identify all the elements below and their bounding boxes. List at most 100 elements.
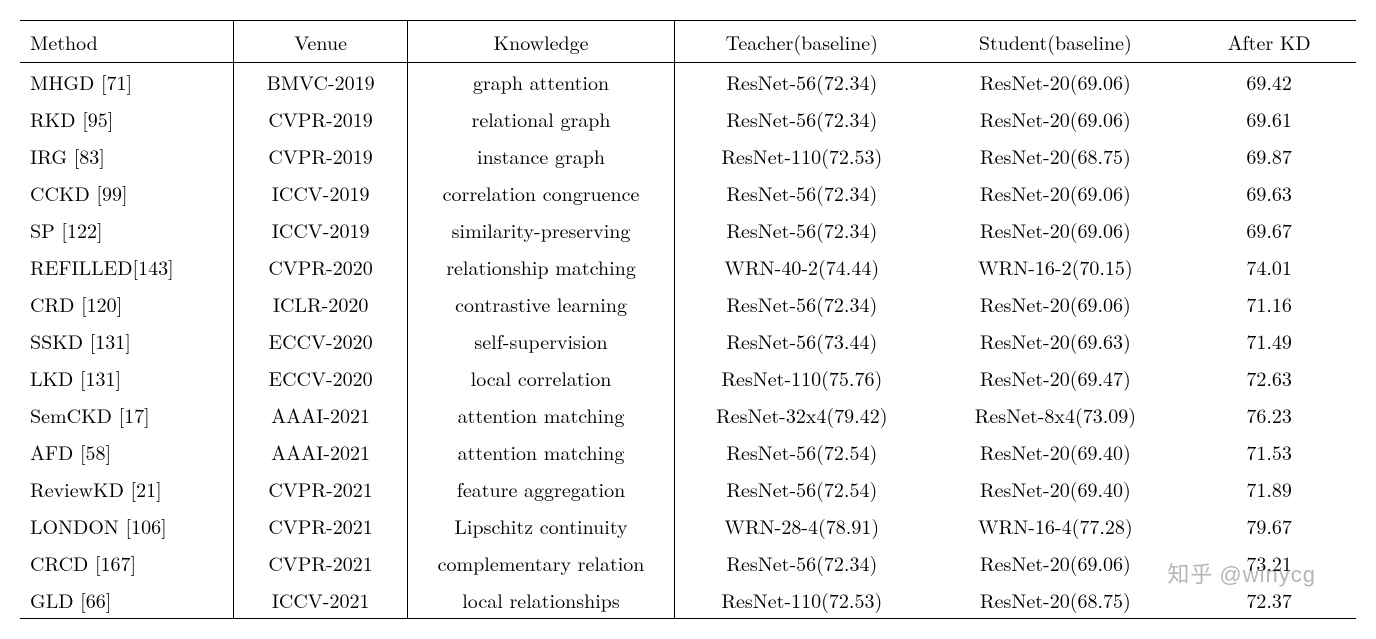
cell-method: MHGD [71] (20, 63, 234, 101)
table-header: Method Venue Knowledge Teacher(baseline)… (20, 21, 1356, 63)
table-row: AFD [58]AAAI-2021attention matchingResNe… (20, 433, 1356, 470)
cell-venue: ICCV-2019 (234, 211, 408, 248)
cell-knowledge: local correlation (407, 359, 674, 396)
cell-knowledge: complementary relation (407, 544, 674, 581)
cell-afterkd: 71.16 (1182, 285, 1356, 322)
cell-student: WRN-16-4(77.28) (928, 507, 1182, 544)
cell-teacher: ResNet-56(72.34) (675, 285, 929, 322)
table-row: LKD [131]ECCV-2020local correlationResNe… (20, 359, 1356, 396)
cell-afterkd: 69.87 (1182, 137, 1356, 174)
cell-method: IRG [83] (20, 137, 234, 174)
cell-student: ResNet-20(69.06) (928, 544, 1182, 581)
cell-venue: CVPR-2019 (234, 137, 408, 174)
cell-teacher: ResNet-110(75.76) (675, 359, 929, 396)
cell-teacher: ResNet-110(72.53) (675, 581, 929, 619)
cell-teacher: ResNet-56(73.44) (675, 322, 929, 359)
cell-student: ResNet-20(69.06) (928, 63, 1182, 101)
cell-venue: ICLR-2020 (234, 285, 408, 322)
cell-knowledge: Lipschitz continuity (407, 507, 674, 544)
cell-teacher: ResNet-110(72.53) (675, 137, 929, 174)
cell-venue: AAAI-2021 (234, 433, 408, 470)
col-header-student: Student(baseline) (928, 21, 1182, 63)
cell-method: CRCD [167] (20, 544, 234, 581)
table-body: MHGD [71]BMVC-2019graph attentionResNet-… (20, 63, 1356, 619)
cell-venue: CVPR-2021 (234, 544, 408, 581)
cell-venue: AAAI-2021 (234, 396, 408, 433)
col-header-knowledge: Knowledge (407, 21, 674, 63)
cell-student: ResNet-20(68.75) (928, 581, 1182, 619)
cell-student: ResNet-20(69.06) (928, 285, 1182, 322)
cell-afterkd: 71.49 (1182, 322, 1356, 359)
table-row: SSKD [131]ECCV-2020self-supervisionResNe… (20, 322, 1356, 359)
col-header-venue: Venue (234, 21, 408, 63)
table-row: GLD [66]ICCV-2021local relationshipsResN… (20, 581, 1356, 619)
cell-venue: CVPR-2019 (234, 100, 408, 137)
cell-knowledge: contrastive learning (407, 285, 674, 322)
table-row: CCKD [99]ICCV-2019correlation congruence… (20, 174, 1356, 211)
cell-student: ResNet-20(69.63) (928, 322, 1182, 359)
cell-knowledge: self-supervision (407, 322, 674, 359)
cell-afterkd: 69.42 (1182, 63, 1356, 101)
cell-method: SP [122] (20, 211, 234, 248)
col-header-teacher: Teacher(baseline) (675, 21, 929, 63)
cell-venue: CVPR-2021 (234, 507, 408, 544)
table-row: REFILLED[143]CVPR-2020relationship match… (20, 248, 1356, 285)
cell-student: ResNet-20(69.40) (928, 433, 1182, 470)
cell-knowledge: relational graph (407, 100, 674, 137)
cell-afterkd: 71.89 (1182, 470, 1356, 507)
table-row: SP [122]ICCV-2019similarity-preservingRe… (20, 211, 1356, 248)
cell-venue: ECCV-2020 (234, 322, 408, 359)
cell-student: ResNet-20(69.47) (928, 359, 1182, 396)
cell-student: ResNet-20(69.06) (928, 211, 1182, 248)
cell-knowledge: relationship matching (407, 248, 674, 285)
table-row: IRG [83]CVPR-2019instance graphResNet-11… (20, 137, 1356, 174)
cell-teacher: ResNet-56(72.34) (675, 100, 929, 137)
cell-afterkd: 76.23 (1182, 396, 1356, 433)
cell-knowledge: feature aggregation (407, 470, 674, 507)
cell-student: ResNet-8x4(73.09) (928, 396, 1182, 433)
cell-teacher: ResNet-56(72.34) (675, 211, 929, 248)
col-header-afterkd: After KD (1182, 21, 1356, 63)
cell-method: RKD [95] (20, 100, 234, 137)
table-row: CRCD [167]CVPR-2021complementary relatio… (20, 544, 1356, 581)
cell-venue: CVPR-2020 (234, 248, 408, 285)
cell-knowledge: attention matching (407, 396, 674, 433)
cell-teacher: ResNet-56(72.54) (675, 433, 929, 470)
cell-venue: ECCV-2020 (234, 359, 408, 396)
cell-teacher: ResNet-56(72.54) (675, 470, 929, 507)
cell-afterkd: 69.63 (1182, 174, 1356, 211)
cell-knowledge: local relationships (407, 581, 674, 619)
cell-method: CRD [120] (20, 285, 234, 322)
cell-afterkd: 79.67 (1182, 507, 1356, 544)
cell-afterkd: 69.61 (1182, 100, 1356, 137)
cell-afterkd: 69.67 (1182, 211, 1356, 248)
table-row: CRD [120]ICLR-2020contrastive learningRe… (20, 285, 1356, 322)
col-header-method: Method (20, 21, 234, 63)
table-row: ReviewKD [21]CVPR-2021feature aggregatio… (20, 470, 1356, 507)
cell-student: WRN-16-2(70.15) (928, 248, 1182, 285)
cell-afterkd: 74.01 (1182, 248, 1356, 285)
cell-method: LKD [131] (20, 359, 234, 396)
cell-venue: CVPR-2021 (234, 470, 408, 507)
cell-student: ResNet-20(69.06) (928, 100, 1182, 137)
cell-knowledge: graph attention (407, 63, 674, 101)
cell-method: REFILLED[143] (20, 248, 234, 285)
cell-afterkd: 72.37 (1182, 581, 1356, 619)
cell-method: ReviewKD [21] (20, 470, 234, 507)
kd-methods-table: Method Venue Knowledge Teacher(baseline)… (20, 20, 1356, 619)
cell-knowledge: correlation congruence (407, 174, 674, 211)
cell-method: AFD [58] (20, 433, 234, 470)
cell-method: CCKD [99] (20, 174, 234, 211)
table-row: SemCKD [17]AAAI-2021attention matchingRe… (20, 396, 1356, 433)
cell-method: SSKD [131] (20, 322, 234, 359)
cell-venue: BMVC-2019 (234, 63, 408, 101)
cell-method: GLD [66] (20, 581, 234, 619)
cell-afterkd: 73.21 (1182, 544, 1356, 581)
table-row: LONDON [106]CVPR-2021Lipschitz continuit… (20, 507, 1356, 544)
cell-teacher: ResNet-56(72.34) (675, 63, 929, 101)
cell-afterkd: 72.63 (1182, 359, 1356, 396)
cell-knowledge: similarity-preserving (407, 211, 674, 248)
cell-teacher: ResNet-56(72.34) (675, 174, 929, 211)
cell-teacher: ResNet-32x4(79.42) (675, 396, 929, 433)
cell-student: ResNet-20(69.06) (928, 174, 1182, 211)
